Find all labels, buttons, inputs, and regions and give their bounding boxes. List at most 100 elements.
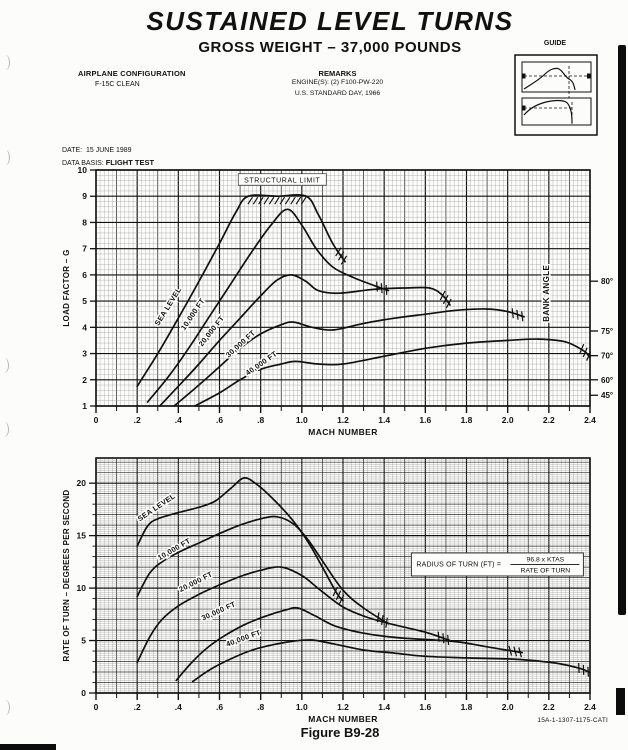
svg-text:.2: .2 bbox=[134, 415, 141, 425]
svg-text:STRUCTURAL LIMIT: STRUCTURAL LIMIT bbox=[244, 178, 320, 185]
svg-text:75°: 75° bbox=[601, 327, 613, 336]
svg-text:80°: 80° bbox=[601, 277, 613, 286]
remarks-line-2: U.S. STANDARD DAY, 1966 bbox=[294, 89, 381, 97]
limit-hatch-40-000-ft bbox=[579, 343, 592, 361]
svg-text:RATE OF TURN: RATE OF TURN bbox=[521, 567, 571, 574]
punch-hole-mark bbox=[0, 422, 9, 437]
remarks-block: REMARKS ENGINE(S): (2) F100-PW-220 U.S. … bbox=[250, 69, 425, 99]
remarks-line-1: ENGINE(S): (2) F100-PW-220 bbox=[291, 79, 384, 86]
svg-text:1.8: 1.8 bbox=[461, 415, 473, 425]
page-header: SUSTAINED LEVEL TURNS GROSS WEIGHT – 37,… bbox=[30, 6, 628, 56]
limit-hatch-20-000-ft bbox=[439, 290, 452, 309]
limit-hatch-40-000-ft bbox=[578, 662, 589, 677]
svg-text:5: 5 bbox=[82, 296, 87, 306]
airplane-configuration-value: F-15C CLEAN bbox=[95, 81, 140, 88]
punch-hole-mark bbox=[1, 55, 10, 70]
radius-of-turn-formula: RADIUS OF TURN (FT) = 96.8 x KTAS RATE OF … bbox=[410, 552, 584, 577]
svg-text:1.6: 1.6 bbox=[419, 702, 431, 712]
limit-hatch-sea-level bbox=[335, 247, 348, 265]
svg-text:2.4: 2.4 bbox=[584, 415, 596, 425]
structural-limit-label-box bbox=[237, 173, 327, 186]
load-factor-chart: 0 .2 .4 .6 .8 1.0 1.2 1.4 1.6 1.8 2.0 2.2 2.4 MACH NU… bbox=[62, 165, 613, 437]
date-label: DATE: bbox=[62, 147, 83, 154]
data-basis-line: DATA BASIS: FLIGHT TEST bbox=[62, 158, 154, 167]
svg-text:.8: .8 bbox=[257, 415, 264, 425]
svg-text:.6: .6 bbox=[216, 415, 223, 425]
curve-sea-level bbox=[136, 477, 344, 602]
svg-text:2: 2 bbox=[82, 375, 87, 385]
turn-rate-chart-y-axis: 0 5 10 15 20 RATE OF TURN – DEGREES PER SECON… bbox=[62, 478, 96, 698]
svg-text:70°: 70° bbox=[601, 352, 613, 361]
figure-caption: Figure B9-28 bbox=[300, 725, 380, 740]
limit-hatch-sea-level bbox=[332, 586, 345, 604]
limit-hatch-30-000-ft bbox=[511, 308, 524, 322]
svg-text:96.8 x KTAS: 96.8 x KTAS bbox=[527, 556, 565, 563]
svg-text:7: 7 bbox=[82, 244, 87, 254]
scan-artifact-bar bbox=[0, 744, 56, 750]
guide-top-curve bbox=[523, 67, 576, 91]
svg-text:60°: 60° bbox=[601, 376, 613, 385]
svg-text:1.0: 1.0 bbox=[296, 415, 308, 425]
load-factor-chart-x-axis: 0 .2 .4 .6 .8 1.0 1.2 1.4 1.6 1.8 2.0 2.2 2.4 MACH NU… bbox=[94, 406, 596, 437]
svg-text:10: 10 bbox=[77, 583, 87, 593]
guide-arrow-left2 bbox=[522, 105, 526, 111]
svg-text:20: 20 bbox=[77, 478, 87, 488]
structural-limit-hatching: STRUCTURAL LIMIT bbox=[237, 173, 327, 205]
guide-label: GUIDE bbox=[543, 40, 567, 47]
svg-text:0: 0 bbox=[94, 415, 99, 425]
date-value: 15 JUNE 1989 bbox=[86, 147, 132, 154]
curve-10-000-ft bbox=[146, 208, 390, 403]
date-line: DATE: 15 JUNE 1989 bbox=[62, 147, 132, 154]
svg-text:2.0: 2.0 bbox=[502, 702, 514, 712]
load-factor-chart-y-axis: 1 2 3 4 5 6 7 8 9 10 LOAD FACTOR – G bbox=[62, 165, 96, 411]
curve-label-sea-level: SEA LEVEL bbox=[136, 491, 177, 523]
svg-text:45°: 45° bbox=[601, 391, 613, 400]
svg-text:3: 3 bbox=[82, 349, 87, 359]
curve-sea-level bbox=[136, 194, 346, 388]
limit-hatch-30-000-ft bbox=[508, 645, 522, 658]
turn-rate-chart-x-axis: 0 .2 .4 .6 .8 1.0 1.2 1.4 1.6 1.8 2.0 2.2 2.4 MACH NU… bbox=[94, 693, 596, 724]
svg-text:MACH NUMBER: MACH NUMBER bbox=[308, 714, 378, 724]
punch-hole-mark bbox=[0, 358, 9, 373]
turn-rate-chart: 0 .2 .4 .6 .8 1.0 1.2 1.4 1.6 1.8 2.0 2.2 2.4 MACH NU… bbox=[62, 457, 596, 724]
svg-text:1.6: 1.6 bbox=[419, 415, 431, 425]
page-title: SUSTAINED LEVEL TURNS bbox=[146, 6, 514, 36]
punch-hole-mark bbox=[1, 150, 10, 165]
svg-text:1.8: 1.8 bbox=[461, 702, 473, 712]
svg-text:BANK ANGLE: BANK ANGLE bbox=[542, 264, 551, 321]
punch-hole-mark bbox=[1, 700, 10, 715]
svg-text:0: 0 bbox=[81, 688, 86, 698]
scan-artifact-bar bbox=[616, 688, 625, 715]
svg-text:.4: .4 bbox=[175, 702, 182, 712]
curve-20-000-ft bbox=[158, 274, 451, 407]
svg-text:9: 9 bbox=[82, 191, 87, 201]
svg-text:10: 10 bbox=[78, 165, 88, 175]
svg-text:LOAD FACTOR – G: LOAD FACTOR – G bbox=[62, 249, 71, 326]
svg-text:0: 0 bbox=[94, 702, 99, 712]
svg-text:.2: .2 bbox=[134, 702, 141, 712]
curve-10-000-ft bbox=[136, 515, 390, 625]
svg-text:2.0: 2.0 bbox=[502, 415, 514, 425]
svg-text:MACH NUMBER: MACH NUMBER bbox=[308, 427, 378, 437]
curve-20-000-ft bbox=[136, 566, 451, 664]
guide-arrow-left bbox=[522, 73, 526, 79]
svg-text:15: 15 bbox=[77, 531, 87, 541]
guide-arrow-right bbox=[587, 73, 591, 79]
data-basis-value: FLIGHT TEST bbox=[105, 158, 155, 167]
remarks-heading: REMARKS bbox=[318, 69, 357, 78]
curve-40-000-ft bbox=[193, 338, 591, 407]
airplane-configuration-heading: AIRPLANE CONFIGURATION bbox=[78, 69, 186, 78]
page-subtitle: GROSS WEIGHT – 37,000 POUNDS bbox=[198, 39, 462, 56]
curve-40-000-ft bbox=[191, 639, 591, 683]
data-basis-label: DATA BASIS: bbox=[62, 160, 104, 167]
guide-bottom-mini-chart bbox=[521, 97, 592, 126]
svg-text:1: 1 bbox=[82, 401, 87, 411]
guide-outer-box bbox=[514, 54, 598, 136]
svg-text:5: 5 bbox=[81, 636, 86, 646]
curve-label-30-000-ft: 30,000 FT bbox=[224, 328, 257, 359]
svg-text:4: 4 bbox=[82, 322, 87, 332]
svg-text:.8: .8 bbox=[257, 702, 264, 712]
svg-text:.4: .4 bbox=[175, 415, 182, 425]
